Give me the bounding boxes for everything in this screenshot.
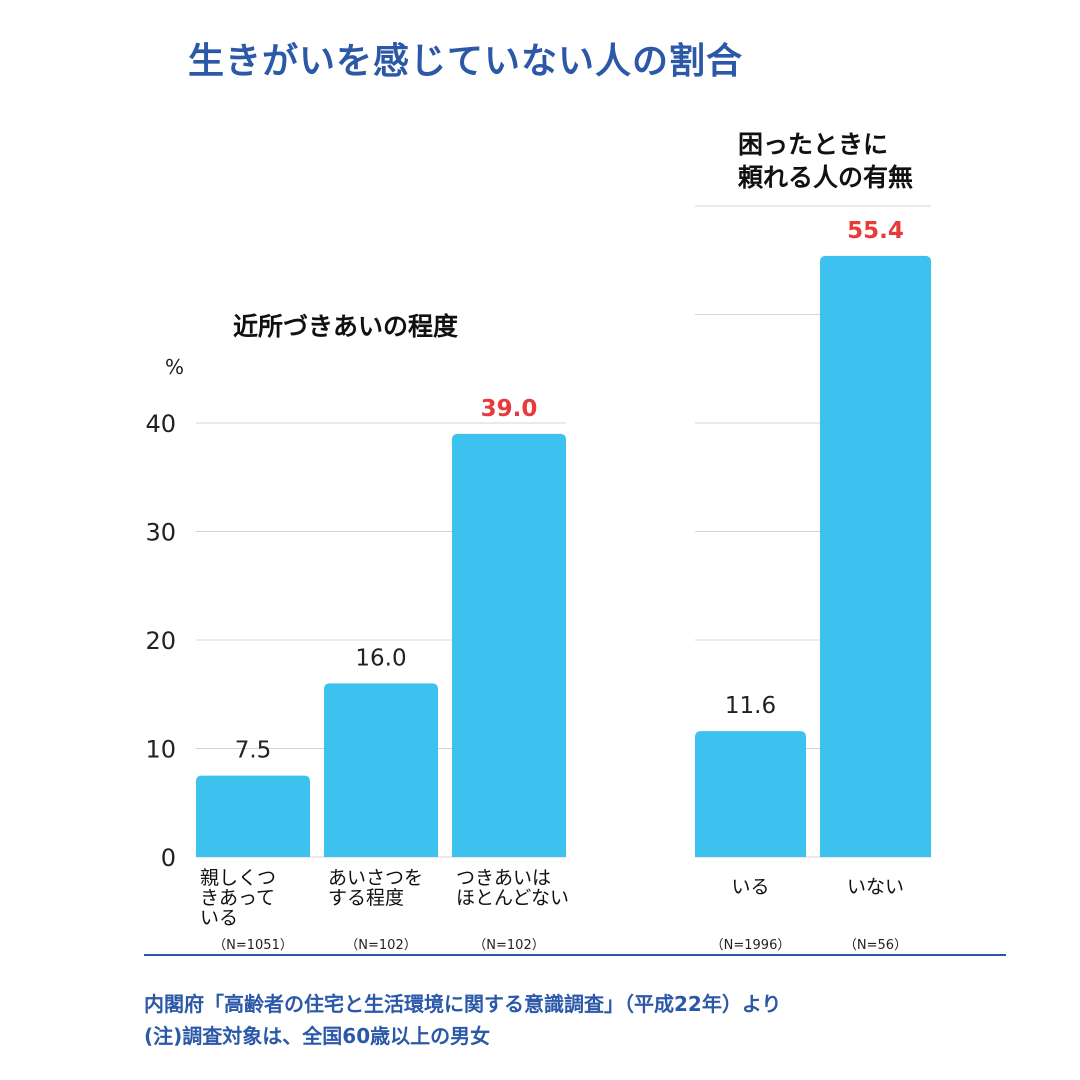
chart-1-bar-1 [196, 775, 310, 857]
y-tick-label-20: 20 [145, 627, 176, 655]
chart-1-n-label-1: （N=1051） [213, 938, 293, 953]
chart-2-value-label-1: 11.6 [725, 693, 776, 719]
chart-1-category-label-1: いる [200, 907, 238, 929]
chart-2-category-label-2: いない [847, 876, 904, 898]
chart-2-title-line-2: 頼れる人の有無 [738, 163, 914, 192]
chart-2-category-label-1: いる [731, 876, 769, 898]
chart-1-category-label-1: きあって [200, 887, 275, 909]
y-tick-label-30: 30 [145, 519, 176, 547]
page-title: 生きがいを感じていない人の割合 [188, 41, 744, 82]
chart-2-n-label-2: （N=56） [844, 938, 907, 953]
chart-1-category-label-3: ほとんどない [456, 887, 569, 909]
chart-2-bar-2 [820, 255, 931, 857]
y-tick-label-40: 40 [145, 410, 176, 438]
chart-1-value-label-2: 16.0 [355, 645, 406, 671]
source-footnote: 内閣府「高齢者の住宅と生活環境に関する意識調査」（平成22年）より [144, 992, 782, 1016]
chart-2-title-line-1: 困ったときに [738, 130, 889, 159]
y-tick-label-10: 10 [145, 736, 176, 764]
chart-1-bar-2 [324, 683, 438, 857]
chart-2-value-label-2: 55.4 [847, 218, 904, 244]
chart-1-category-label-2: する程度 [328, 887, 404, 909]
y-axis-unit-label: % [165, 355, 184, 379]
survey-footnote: (注)調査対象は、全国60歳以上の男女 [144, 1024, 491, 1048]
y-tick-label-0: 0 [161, 844, 176, 872]
chart-2-title: 困ったときに 頼れる人の有無 [738, 128, 913, 194]
chart-1-category-label-3: つきあいは [456, 867, 551, 889]
chart-1-category-label-2: あいさつを [328, 867, 423, 889]
chart-1-value-label-3: 39.0 [481, 396, 538, 422]
chart-1-value-label-1: 7.5 [235, 738, 272, 764]
chart-1-bar-3 [452, 433, 566, 857]
chart-2-bar-1 [695, 731, 806, 857]
chart-1-category-label-1: 親しくつ [200, 867, 276, 889]
chart-2-n-label-1: （N=1996） [711, 938, 791, 953]
chart-1-n-label-3: （N=102） [473, 938, 544, 953]
chart-1-title: 近所づきあいの程度 [233, 312, 459, 341]
chart-1-n-label-2: （N=102） [345, 938, 416, 953]
